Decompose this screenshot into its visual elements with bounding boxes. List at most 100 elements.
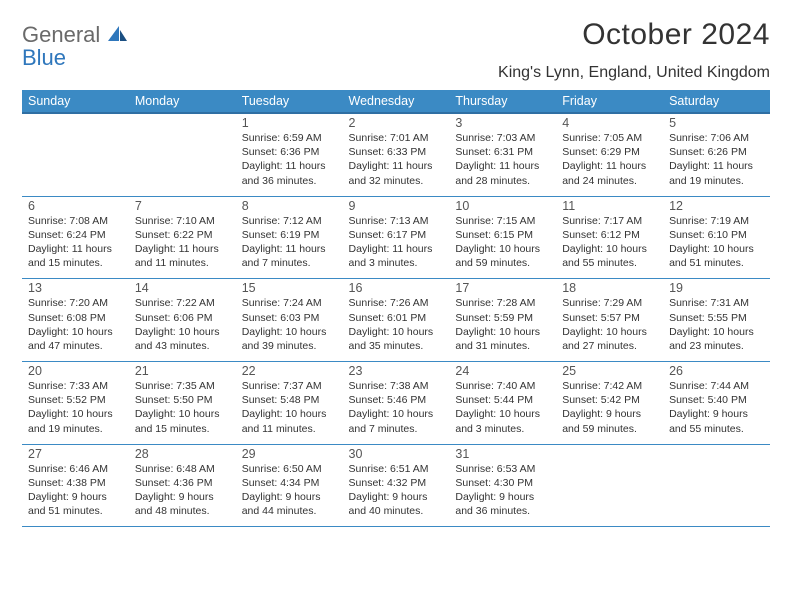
logo: General Blue: [22, 24, 128, 70]
sunset-text: Sunset: 6:33 PM: [349, 145, 444, 159]
day-number: 16: [349, 281, 444, 295]
day-number: 13: [28, 281, 123, 295]
calendar-day-cell: 2Sunrise: 7:01 AMSunset: 6:33 PMDaylight…: [343, 113, 450, 196]
sunrise-text: Sunrise: 7:17 AM: [562, 214, 657, 228]
calendar-day-cell: 10Sunrise: 7:15 AMSunset: 6:15 PMDayligh…: [449, 196, 556, 279]
sunset-text: Sunset: 6:06 PM: [135, 311, 230, 325]
day-number: 1: [242, 116, 337, 130]
location-text: King's Lynn, England, United Kingdom: [498, 64, 770, 82]
day-number: 28: [135, 447, 230, 461]
day-number: 24: [455, 364, 550, 378]
daylight-text: Daylight: 10 hours and 55 minutes.: [562, 242, 657, 270]
day-info: Sunrise: 6:51 AMSunset: 4:32 PMDaylight:…: [349, 462, 444, 519]
calendar-body: 1Sunrise: 6:59 AMSunset: 6:36 PMDaylight…: [22, 113, 770, 527]
day-number: 7: [135, 199, 230, 213]
sunset-text: Sunset: 6:24 PM: [28, 228, 123, 242]
day-number: 3: [455, 116, 550, 130]
daylight-text: Daylight: 9 hours and 36 minutes.: [455, 490, 550, 518]
logo-sail-icon: [108, 29, 128, 46]
day-info: Sunrise: 7:08 AMSunset: 6:24 PMDaylight:…: [28, 214, 123, 271]
calendar-day-cell: 26Sunrise: 7:44 AMSunset: 5:40 PMDayligh…: [663, 362, 770, 445]
sunset-text: Sunset: 6:03 PM: [242, 311, 337, 325]
sunrise-text: Sunrise: 6:46 AM: [28, 462, 123, 476]
calendar-day-cell: 16Sunrise: 7:26 AMSunset: 6:01 PMDayligh…: [343, 279, 450, 362]
sunrise-text: Sunrise: 7:38 AM: [349, 379, 444, 393]
sunrise-text: Sunrise: 7:13 AM: [349, 214, 444, 228]
calendar-week-row: 1Sunrise: 6:59 AMSunset: 6:36 PMDaylight…: [22, 113, 770, 196]
day-header: Saturday: [663, 90, 770, 113]
day-header: Thursday: [449, 90, 556, 113]
daylight-text: Daylight: 9 hours and 59 minutes.: [562, 407, 657, 435]
sunrise-text: Sunrise: 7:37 AM: [242, 379, 337, 393]
day-info: Sunrise: 7:35 AMSunset: 5:50 PMDaylight:…: [135, 379, 230, 436]
day-info: Sunrise: 7:15 AMSunset: 6:15 PMDaylight:…: [455, 214, 550, 271]
sunset-text: Sunset: 4:36 PM: [135, 476, 230, 490]
daylight-text: Daylight: 11 hours and 24 minutes.: [562, 159, 657, 187]
day-info: Sunrise: 7:06 AMSunset: 6:26 PMDaylight:…: [669, 131, 764, 188]
calendar-day-cell: 8Sunrise: 7:12 AMSunset: 6:19 PMDaylight…: [236, 196, 343, 279]
calendar-table: SundayMondayTuesdayWednesdayThursdayFrid…: [22, 90, 770, 527]
daylight-text: Daylight: 11 hours and 15 minutes.: [28, 242, 123, 270]
header: General Blue October 2024 King's Lynn, E…: [22, 18, 770, 82]
calendar-empty-cell: [556, 444, 663, 527]
sunset-text: Sunset: 5:59 PM: [455, 311, 550, 325]
daylight-text: Daylight: 10 hours and 15 minutes.: [135, 407, 230, 435]
sunrise-text: Sunrise: 7:29 AM: [562, 296, 657, 310]
day-info: Sunrise: 7:42 AMSunset: 5:42 PMDaylight:…: [562, 379, 657, 436]
sunset-text: Sunset: 6:12 PM: [562, 228, 657, 242]
calendar-day-cell: 27Sunrise: 6:46 AMSunset: 4:38 PMDayligh…: [22, 444, 129, 527]
sunset-text: Sunset: 6:36 PM: [242, 145, 337, 159]
day-number: 31: [455, 447, 550, 461]
sunset-text: Sunset: 5:48 PM: [242, 393, 337, 407]
daylight-text: Daylight: 10 hours and 19 minutes.: [28, 407, 123, 435]
daylight-text: Daylight: 9 hours and 55 minutes.: [669, 407, 764, 435]
sunrise-text: Sunrise: 6:51 AM: [349, 462, 444, 476]
sunset-text: Sunset: 6:26 PM: [669, 145, 764, 159]
sunrise-text: Sunrise: 7:15 AM: [455, 214, 550, 228]
daylight-text: Daylight: 10 hours and 7 minutes.: [349, 407, 444, 435]
calendar-day-cell: 29Sunrise: 6:50 AMSunset: 4:34 PMDayligh…: [236, 444, 343, 527]
day-number: 15: [242, 281, 337, 295]
calendar-day-cell: 12Sunrise: 7:19 AMSunset: 6:10 PMDayligh…: [663, 196, 770, 279]
daylight-text: Daylight: 10 hours and 47 minutes.: [28, 325, 123, 353]
daylight-text: Daylight: 11 hours and 36 minutes.: [242, 159, 337, 187]
day-number: 9: [349, 199, 444, 213]
day-number: 27: [28, 447, 123, 461]
day-info: Sunrise: 6:50 AMSunset: 4:34 PMDaylight:…: [242, 462, 337, 519]
calendar-day-cell: 30Sunrise: 6:51 AMSunset: 4:32 PMDayligh…: [343, 444, 450, 527]
calendar-empty-cell: [663, 444, 770, 527]
sunrise-text: Sunrise: 7:44 AM: [669, 379, 764, 393]
day-number: 23: [349, 364, 444, 378]
day-info: Sunrise: 7:29 AMSunset: 5:57 PMDaylight:…: [562, 296, 657, 353]
day-info: Sunrise: 7:13 AMSunset: 6:17 PMDaylight:…: [349, 214, 444, 271]
day-number: 21: [135, 364, 230, 378]
sunrise-text: Sunrise: 7:03 AM: [455, 131, 550, 145]
daylight-text: Daylight: 9 hours and 44 minutes.: [242, 490, 337, 518]
calendar-day-cell: 24Sunrise: 7:40 AMSunset: 5:44 PMDayligh…: [449, 362, 556, 445]
calendar-day-cell: 4Sunrise: 7:05 AMSunset: 6:29 PMDaylight…: [556, 113, 663, 196]
day-number: 12: [669, 199, 764, 213]
calendar-day-cell: 23Sunrise: 7:38 AMSunset: 5:46 PMDayligh…: [343, 362, 450, 445]
day-info: Sunrise: 6:59 AMSunset: 6:36 PMDaylight:…: [242, 131, 337, 188]
calendar-day-cell: 17Sunrise: 7:28 AMSunset: 5:59 PMDayligh…: [449, 279, 556, 362]
sunrise-text: Sunrise: 7:40 AM: [455, 379, 550, 393]
daylight-text: Daylight: 10 hours and 35 minutes.: [349, 325, 444, 353]
daylight-text: Daylight: 10 hours and 51 minutes.: [669, 242, 764, 270]
sunrise-text: Sunrise: 7:26 AM: [349, 296, 444, 310]
daylight-text: Daylight: 10 hours and 39 minutes.: [242, 325, 337, 353]
daylight-text: Daylight: 11 hours and 32 minutes.: [349, 159, 444, 187]
day-header: Monday: [129, 90, 236, 113]
day-number: 4: [562, 116, 657, 130]
day-info: Sunrise: 7:44 AMSunset: 5:40 PMDaylight:…: [669, 379, 764, 436]
daylight-text: Daylight: 11 hours and 11 minutes.: [135, 242, 230, 270]
day-info: Sunrise: 7:28 AMSunset: 5:59 PMDaylight:…: [455, 296, 550, 353]
daylight-text: Daylight: 9 hours and 51 minutes.: [28, 490, 123, 518]
sunrise-text: Sunrise: 6:53 AM: [455, 462, 550, 476]
day-info: Sunrise: 6:48 AMSunset: 4:36 PMDaylight:…: [135, 462, 230, 519]
calendar-week-row: 27Sunrise: 6:46 AMSunset: 4:38 PMDayligh…: [22, 444, 770, 527]
day-info: Sunrise: 7:17 AMSunset: 6:12 PMDaylight:…: [562, 214, 657, 271]
sunset-text: Sunset: 5:50 PM: [135, 393, 230, 407]
daylight-text: Daylight: 10 hours and 11 minutes.: [242, 407, 337, 435]
calendar-day-cell: 28Sunrise: 6:48 AMSunset: 4:36 PMDayligh…: [129, 444, 236, 527]
sunset-text: Sunset: 6:15 PM: [455, 228, 550, 242]
